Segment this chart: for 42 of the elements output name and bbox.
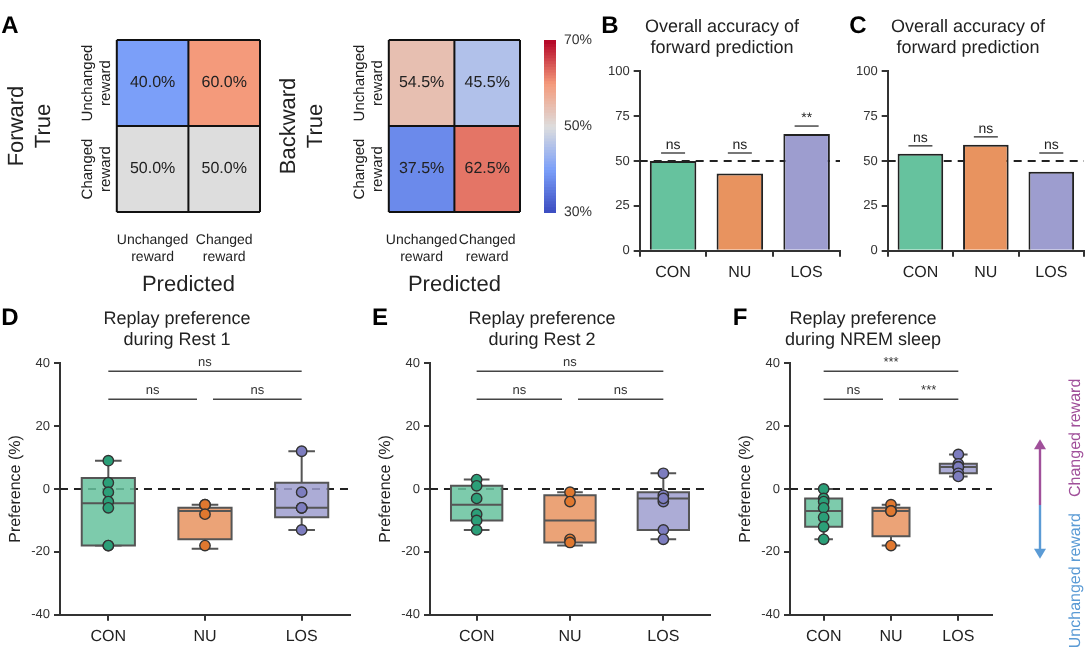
text: C [849, 10, 868, 39]
x-tick-label: CON [458, 626, 495, 645]
chart-title: Overall accuracy of forward prediction [644, 15, 801, 58]
y-axis-title: Preference (%) [6, 434, 25, 543]
data-label: 37.5% [398, 159, 445, 178]
x-tick-label: CON [90, 626, 127, 645]
x-tick-label: CON [805, 626, 842, 645]
data-label: 40.0% [129, 73, 176, 92]
y-axis-title: Forward True [5, 85, 56, 167]
text: B [601, 10, 620, 39]
x-tick-label: LOS [942, 626, 975, 645]
x-tick-label: NU [728, 262, 752, 281]
data-label: 50.0% [201, 159, 247, 178]
y-axis-title: Preference (%) [736, 434, 755, 543]
text: Changed reward [1066, 378, 1085, 497]
data-label: 45.5% [464, 73, 510, 92]
data-label: 54.5% [398, 73, 445, 92]
x-axis-title: Predicted [407, 272, 501, 297]
chart-title: Replay preference during Rest 2 [468, 307, 616, 350]
x-tick-label: LOS [790, 262, 823, 281]
x-tick-label: LOS [1035, 262, 1068, 281]
x-tick-label: NU [558, 626, 582, 645]
chart-title: Overall accuracy of forward prediction [890, 15, 1047, 58]
text: D [1, 302, 20, 331]
x-tick-label: LOS [647, 626, 680, 645]
x-tick-label: CON [655, 262, 692, 281]
x-tick-label: CON [902, 262, 939, 281]
x-axis-title: Predicted [141, 272, 235, 297]
data-label: 60.0% [201, 73, 247, 92]
data-label: 62.5% [464, 159, 510, 178]
x-tick-label: LOS [285, 626, 318, 645]
chart-title: Replay preference during NREM sleep [784, 307, 942, 350]
x-tick-label: NU [193, 626, 217, 645]
text: E [371, 302, 389, 331]
chart-title: Replay preference during Rest 1 [103, 307, 251, 350]
data-label: 50.0% [129, 159, 176, 178]
x-tick-label: NU [974, 262, 998, 281]
y-axis-title: Backward True [277, 77, 328, 175]
y-axis-title: Preference (%) [376, 434, 395, 543]
text: F [732, 302, 748, 331]
x-tick-label: NU [879, 626, 903, 645]
text: A [1, 10, 20, 39]
